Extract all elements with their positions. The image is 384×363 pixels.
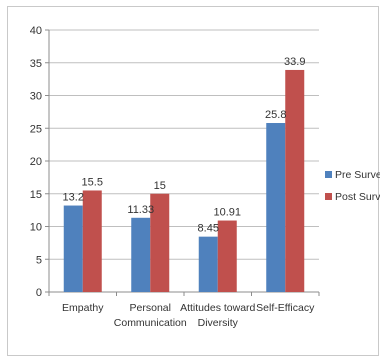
bars <box>63 69 305 292</box>
y-tick-label: 20 <box>30 156 42 168</box>
y-tick-label: 5 <box>36 254 42 266</box>
y-tick-labels: 0 5 10 15 20 25 30 35 40 <box>30 25 42 299</box>
bar-post-2 <box>217 220 237 292</box>
data-label: 10.91 <box>213 207 241 219</box>
y-tick-label: 35 <box>30 58 42 70</box>
bar-pre-2 <box>198 236 218 292</box>
bar-post-3 <box>285 69 305 292</box>
y-tick-label: 25 <box>30 123 42 135</box>
y-tick-label: 10 <box>30 222 42 234</box>
data-label: 33.9 <box>284 56 305 68</box>
x-tick-label: Attitudes toward Diversity <box>180 302 255 329</box>
bar-post-1 <box>150 193 170 292</box>
data-label: 13.2 <box>63 192 84 204</box>
data-label: 15.5 <box>82 176 103 188</box>
bar-post-0 <box>82 190 102 292</box>
legend-label: Post Survey <box>335 191 380 203</box>
y-tick-label: 0 <box>36 287 42 299</box>
y-tick-label: 40 <box>30 25 42 37</box>
data-label: 11.33 <box>127 204 154 216</box>
data-label: 25.8 <box>265 109 286 121</box>
legend-label: Pre Survey <box>335 169 380 181</box>
chart-frame: 0 5 10 15 20 25 30 35 40 13.2 15.5 11.33 15 8.45 10.9… <box>7 6 384 356</box>
data-label: 8.45 <box>198 223 219 235</box>
x-tick-label: Self-Efficacy <box>256 302 315 314</box>
legend: Pre Survey Post Survey <box>325 169 384 203</box>
data-label: 15 <box>154 180 166 192</box>
legend-swatch <box>325 193 332 200</box>
x-tick-label: Empathy <box>62 302 104 314</box>
legend-swatch <box>325 171 332 178</box>
y-tick-label: 30 <box>30 91 42 103</box>
bar-pre-0 <box>63 205 83 292</box>
bar-pre-3 <box>266 123 286 292</box>
y-tick-label: 15 <box>30 189 42 201</box>
x-tick-label: Personal Communication <box>114 302 187 329</box>
bar-pre-1 <box>131 217 151 292</box>
